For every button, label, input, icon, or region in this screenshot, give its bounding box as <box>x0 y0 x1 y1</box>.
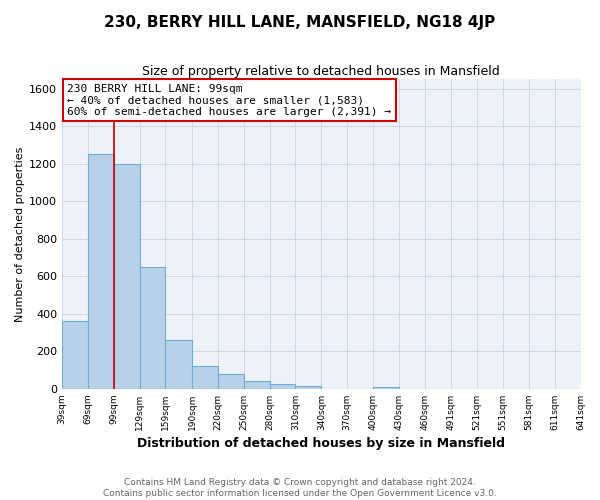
Text: 230 BERRY HILL LANE: 99sqm
← 40% of detached houses are smaller (1,583)
60% of s: 230 BERRY HILL LANE: 99sqm ← 40% of deta… <box>67 84 391 117</box>
Bar <box>295 386 322 389</box>
Y-axis label: Number of detached properties: Number of detached properties <box>15 146 25 322</box>
Bar <box>192 366 218 389</box>
Text: Contains HM Land Registry data © Crown copyright and database right 2024.
Contai: Contains HM Land Registry data © Crown c… <box>103 478 497 498</box>
Bar <box>218 374 244 389</box>
Title: Size of property relative to detached houses in Mansfield: Size of property relative to detached ho… <box>142 65 500 78</box>
Bar <box>140 267 166 389</box>
Text: 230, BERRY HILL LANE, MANSFIELD, NG18 4JP: 230, BERRY HILL LANE, MANSFIELD, NG18 4J… <box>104 15 496 30</box>
Bar <box>88 154 114 389</box>
Bar <box>114 164 140 389</box>
Bar <box>269 384 295 389</box>
Bar <box>62 322 88 389</box>
Bar <box>244 382 269 389</box>
X-axis label: Distribution of detached houses by size in Mansfield: Distribution of detached houses by size … <box>137 437 505 450</box>
Bar <box>373 387 399 389</box>
Bar <box>166 340 192 389</box>
